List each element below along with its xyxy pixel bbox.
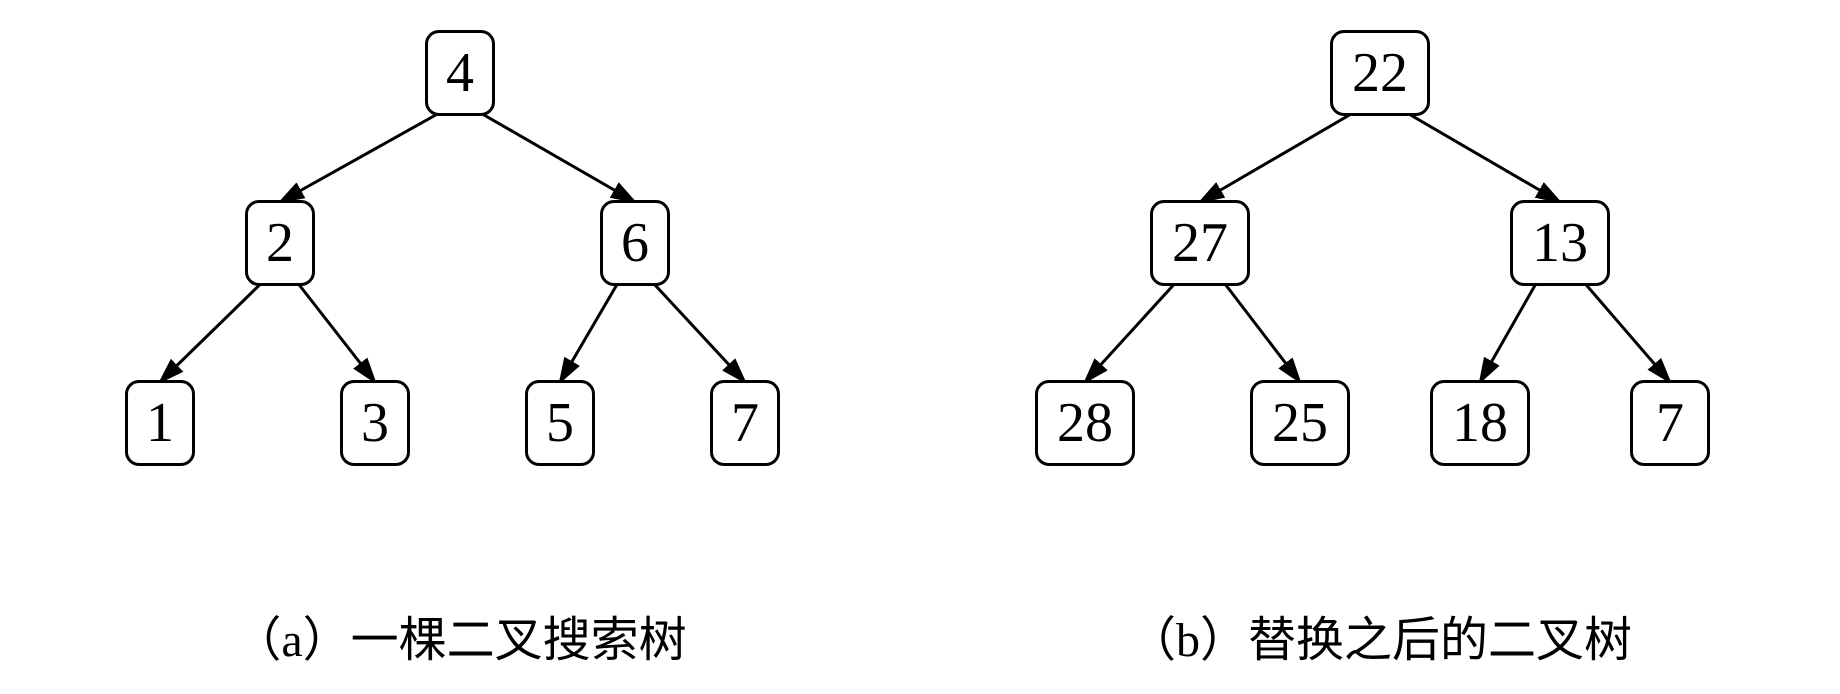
tree-edge (1402, 110, 1560, 202)
tree-edge (1480, 280, 1538, 382)
tree-panel-b: （b）替换之后的二叉树 22 27 13 28 25 18 7 (1000, 20, 1760, 670)
tree-node: 18 (1430, 380, 1530, 466)
tree-node: 3 (340, 380, 410, 466)
tree-edge (1200, 110, 1358, 202)
tree-node: 2 (245, 200, 315, 286)
tree-node: 5 (525, 380, 595, 466)
tree-edge (1085, 280, 1178, 382)
tree-node: 1 (125, 380, 195, 466)
tree-node: 22 (1330, 30, 1430, 116)
tree-edge (475, 110, 635, 202)
tree-edge (1582, 280, 1670, 382)
tree-node: 7 (710, 380, 780, 466)
tree-node: 13 (1510, 200, 1610, 286)
tree-node: 27 (1150, 200, 1250, 286)
tree-edge (650, 280, 745, 382)
tree-edge (560, 280, 620, 382)
caption-b: （b）替换之后的二叉树 (1000, 600, 1760, 670)
tree-edge (295, 280, 375, 382)
tree-panel-a: （a）一棵二叉搜索树 4 2 6 1 3 5 7 (80, 20, 840, 670)
tree-node: 28 (1035, 380, 1135, 466)
tree-edge (280, 110, 445, 202)
diagram-container: （a）一棵二叉搜索树 4261357 （b）替换之后的二叉树 222713282… (0, 0, 1840, 694)
tree-edge (160, 280, 265, 382)
tree-edge (1222, 280, 1300, 382)
tree-node: 4 (425, 30, 495, 116)
tree-node: 6 (600, 200, 670, 286)
caption-a: （a）一棵二叉搜索树 (80, 600, 840, 670)
tree-node: 7 (1630, 380, 1710, 466)
tree-node: 25 (1250, 380, 1350, 466)
